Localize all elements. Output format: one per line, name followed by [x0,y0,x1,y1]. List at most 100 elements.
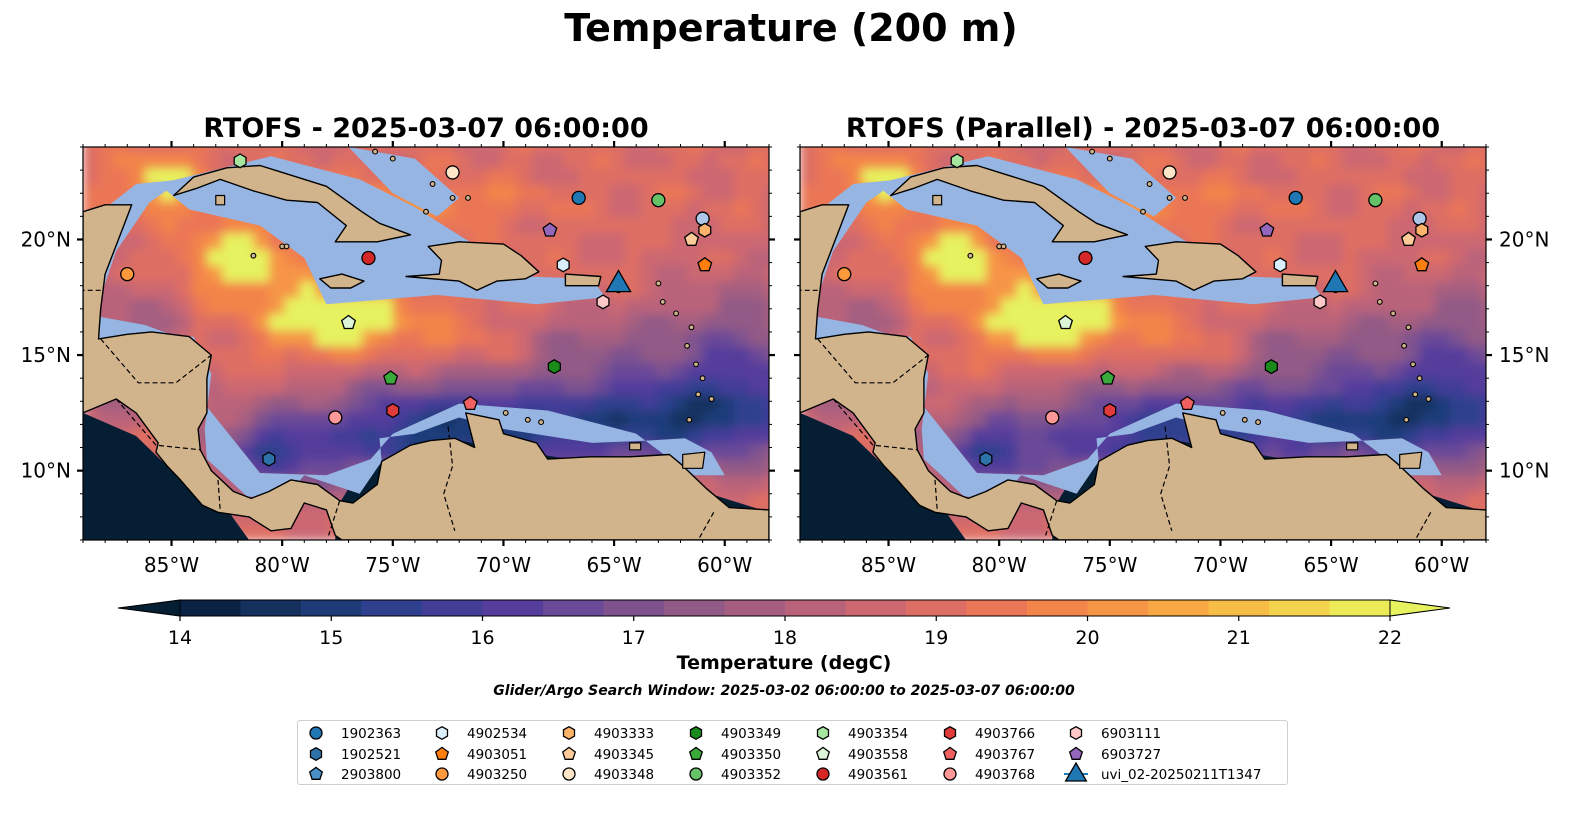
isla-juventud [932,194,943,206]
border-costa-rica [934,479,938,510]
legend-entry: 4902534 [435,725,527,742]
small-island [1241,416,1248,423]
rtofs-map-panel: 85°W 80°W 75°W 70°W 65°W 60°W 20°N 15°N 10°N [21,141,775,577]
border-honduras [100,338,212,384]
legend-label: 4903767 [975,747,1035,763]
legend-label: 4903561 [848,767,908,783]
bahamas-bank [282,147,460,217]
x-tick-label: 85°W [861,553,916,577]
colorbar-segment [422,600,484,616]
colorbar-tick-label: 14 [168,627,192,649]
mainland [800,204,1486,540]
figure-title: Temperature (200 m) [564,6,1018,50]
marker-3901686 [695,211,710,226]
marker-6903727 [542,222,558,237]
y-tick-label: 15°N [21,343,71,367]
x-tick-label: 85°W [144,553,199,577]
border-guyana [1414,512,1432,540]
puerto-rico-island [1281,273,1319,287]
colorbar-segment [301,600,363,616]
legend-label: 6903111 [1101,726,1161,742]
marker-4903768 [328,410,343,425]
colorbar-segment [180,600,242,616]
colorbar-segment [240,600,302,616]
colorbar-tick-label: 16 [470,627,494,649]
marker-4903558 [340,314,357,330]
x-tick-label: 60°W [1414,553,1469,577]
continental-shelf [83,179,725,501]
colorbar-segment [482,600,544,616]
temperature-field [800,147,1486,540]
marker-4903345 [683,231,700,246]
legend-entry: 4903768 [943,767,1035,783]
small-island [693,361,699,368]
colorbar-segment [1329,600,1391,616]
legend-label: 4903250 [467,767,527,783]
legend-marker-icon [562,725,576,741]
colorbar-tick-label: 15 [319,627,343,649]
marker-6903111 [1313,294,1327,310]
jamaica-island [319,273,365,289]
legend-label: 4903766 [975,726,1035,742]
small-island [1000,243,1007,250]
marker-4903767 [462,395,478,411]
small-island [1401,342,1408,349]
border-panama [1045,500,1058,536]
legend-label: 1902363 [341,726,401,742]
legend-label: 4903352 [721,767,781,783]
colorbar-tick-label: 19 [924,627,948,649]
legend-entry: 4903350 [688,746,781,763]
legend-entry: 4903051 [434,746,527,763]
map-axes: 85°W 80°W 75°W 70°W 65°W 60°W 20°N 15°N 10°N [21,141,775,577]
legend-marker-icon [561,746,577,760]
coastlines-and-land [800,147,1486,540]
small-island [673,310,680,317]
colorbar-segment [785,600,847,616]
small-island [684,342,691,349]
trinidad-island [682,451,706,469]
small-island [429,181,436,187]
isla-juventud [215,194,226,206]
y-tick-label: 15°N [1499,343,1549,367]
marker-4903352 [651,193,666,208]
search-window-text: Glider/Argo Search Window: 2025-03-02 06… [493,683,1075,699]
legend-label: uvi_02-20250211T1347 [1101,767,1261,783]
legend-label: 6903727 [1101,747,1161,763]
marker-4903354 [233,153,247,169]
x-tick-label: 80°W [255,553,310,577]
legend-marker-icon [1069,725,1083,741]
small-island [250,252,257,259]
legend-label: 4903333 [594,726,654,742]
legend-label: 4903558 [848,747,908,763]
legend-label: 2903800 [341,767,401,783]
rtofs-panel-title: RTOFS - 2025-03-07 06:00:00 [203,113,649,144]
float-markers [120,153,713,467]
colorbar-segment [361,600,423,616]
legend-marker-icon [1068,746,1084,760]
small-island [1376,298,1383,305]
marker-uvi_02-20250211T1347 [605,269,632,293]
rtofs-parallel-map-panel: 85°W 80°W 75°W 70°W 65°W 60°W 20°N 15°N 10°N [794,141,1549,577]
marker-4903766 [386,402,400,419]
legend-entry: 4903349 [689,725,781,742]
border-nicaragua [832,398,918,451]
marker-4903250 [120,266,135,282]
legend-marker-icon [434,746,450,760]
marker-4903349 [1264,359,1278,375]
legend-entries: 1902363190252129038003901686490253449030… [308,725,1261,804]
small-island [1372,280,1379,287]
legend-marker-icon [689,767,703,781]
border-costa-rica [217,479,221,510]
small-island [423,208,429,215]
y-tick-label: 20°N [1499,227,1549,251]
small-island [1410,361,1416,368]
small-island [695,391,702,398]
marker-4903348 [1162,165,1177,180]
legend-label: 4903348 [594,767,654,783]
small-island [1219,409,1226,416]
marker-4903333 [698,222,712,238]
margarita-island [1345,442,1359,451]
colorbar: 14 15 16 17 18 19 20 21 22 [117,599,1451,649]
marker-4903333 [1415,222,1429,238]
small-island [1089,148,1096,155]
